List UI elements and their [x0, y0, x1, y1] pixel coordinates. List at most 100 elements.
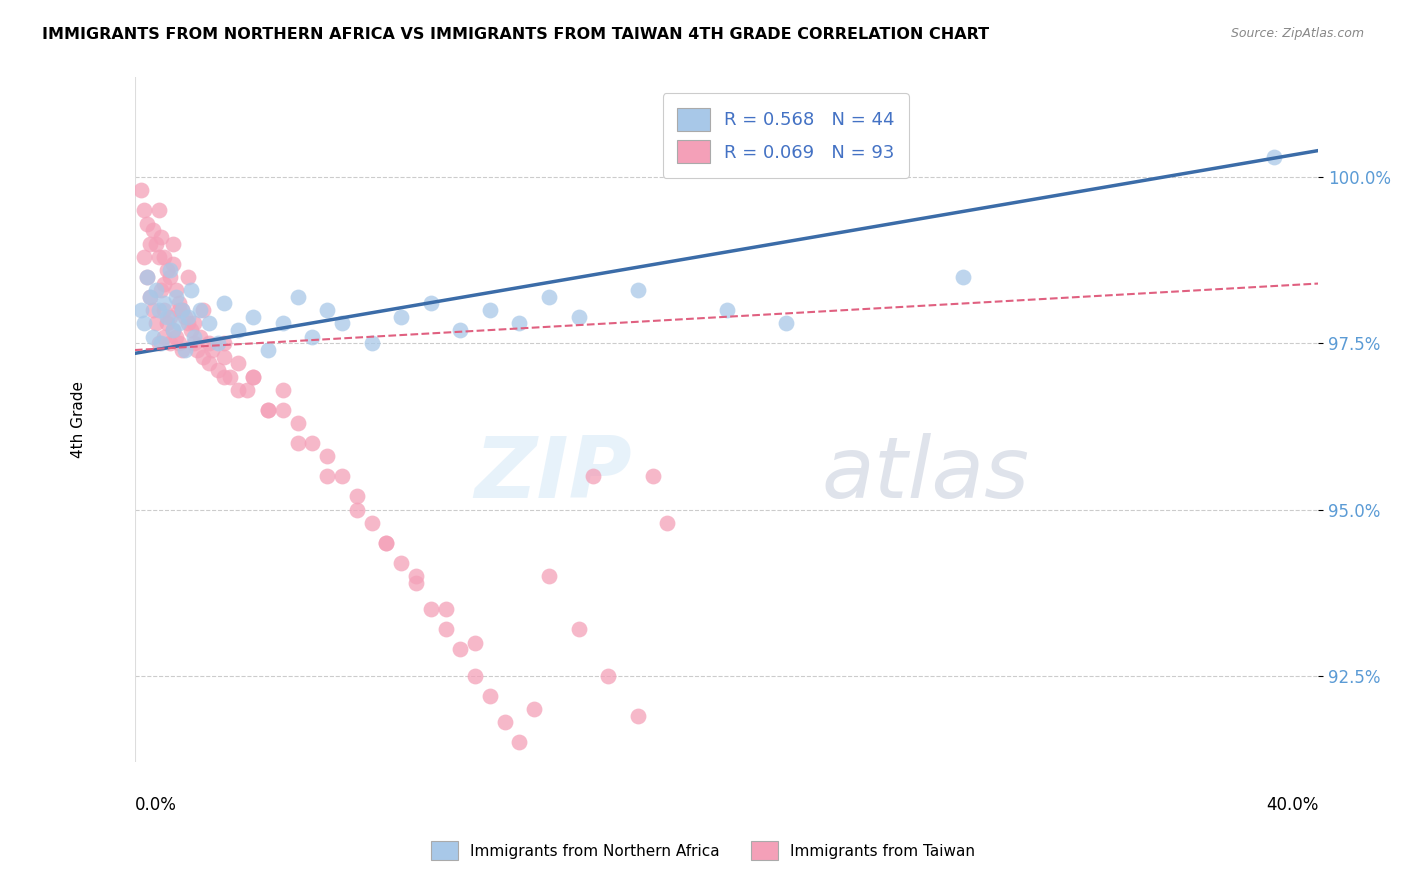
Point [165, 329, 187, 343]
Point [132, 203, 155, 218]
Point [641, 469, 664, 483]
Point [129, 184, 152, 198]
Point [228, 356, 250, 370]
Point [434, 602, 457, 616]
Point [180, 283, 202, 297]
Point [156, 317, 179, 331]
Point [316, 450, 339, 464]
Point [212, 336, 235, 351]
Point [153, 296, 176, 310]
Point [405, 569, 427, 583]
Legend: Immigrants from Northern Africa, Immigrants from Taiwan: Immigrants from Northern Africa, Immigra… [425, 835, 981, 866]
Point [165, 283, 187, 297]
Point [242, 369, 264, 384]
Point [287, 436, 309, 450]
Legend: R = 0.568   N = 44, R = 0.069   N = 93: R = 0.568 N = 44, R = 0.069 N = 93 [662, 94, 908, 178]
Point [167, 296, 190, 310]
Point [167, 336, 190, 351]
Point [186, 343, 208, 357]
Point [135, 217, 157, 231]
Point [153, 329, 176, 343]
Point [330, 317, 353, 331]
Text: ZIP: ZIP [474, 434, 631, 516]
Point [198, 317, 221, 331]
Point [172, 303, 194, 318]
Point [242, 310, 264, 324]
Point [162, 257, 184, 271]
Point [142, 223, 165, 237]
Point [156, 263, 179, 277]
Point [271, 317, 294, 331]
Point [138, 290, 160, 304]
Point [177, 317, 200, 331]
Point [188, 303, 211, 318]
Point [153, 303, 176, 318]
Point [228, 323, 250, 337]
Point [257, 402, 280, 417]
Point [287, 290, 309, 304]
Point [142, 303, 165, 318]
Point [657, 516, 679, 530]
Point [375, 536, 398, 550]
Point [236, 383, 259, 397]
Text: 40.0%: 40.0% [1265, 797, 1319, 814]
Point [538, 290, 561, 304]
Text: IMMIGRANTS FROM NORTHERN AFRICA VS IMMIGRANTS FROM TAIWAN 4TH GRADE CORRELATION : IMMIGRANTS FROM NORTHERN AFRICA VS IMMIG… [42, 27, 990, 42]
Point [568, 310, 591, 324]
Point [174, 310, 197, 324]
Point [159, 263, 181, 277]
Point [153, 250, 176, 264]
Point [198, 336, 221, 351]
Point [156, 310, 179, 324]
Point [138, 236, 160, 251]
Point [172, 303, 194, 318]
Point [191, 303, 214, 318]
Point [162, 236, 184, 251]
Point [153, 277, 176, 291]
Point [183, 336, 205, 351]
Point [508, 735, 530, 749]
Point [145, 236, 167, 251]
Point [952, 269, 974, 284]
Point [132, 250, 155, 264]
Point [167, 303, 190, 318]
Point [523, 702, 546, 716]
Y-axis label: 4th Grade: 4th Grade [72, 381, 86, 458]
Point [464, 635, 486, 649]
Point [212, 369, 235, 384]
Point [177, 269, 200, 284]
Point [228, 383, 250, 397]
Point [301, 329, 323, 343]
Point [257, 402, 280, 417]
Point [177, 310, 200, 324]
Point [508, 317, 530, 331]
Text: 0.0%: 0.0% [135, 797, 177, 814]
Point [389, 556, 412, 570]
Point [218, 369, 240, 384]
Point [301, 436, 323, 450]
Point [150, 230, 173, 244]
Point [316, 469, 339, 483]
Point [148, 203, 170, 218]
Point [568, 622, 591, 636]
Point [360, 516, 382, 530]
Point [271, 402, 294, 417]
Point [478, 303, 501, 318]
Point [389, 310, 412, 324]
Point [212, 296, 235, 310]
Point [183, 329, 205, 343]
Point [159, 336, 181, 351]
Point [191, 350, 214, 364]
Point [145, 283, 167, 297]
Point [135, 269, 157, 284]
Point [419, 602, 441, 616]
Text: atlas: atlas [821, 434, 1029, 516]
Point [150, 283, 173, 297]
Point [449, 323, 471, 337]
Point [627, 283, 650, 297]
Point [346, 502, 368, 516]
Point [449, 642, 471, 657]
Point [582, 469, 605, 483]
Point [598, 669, 620, 683]
Point [162, 323, 184, 337]
